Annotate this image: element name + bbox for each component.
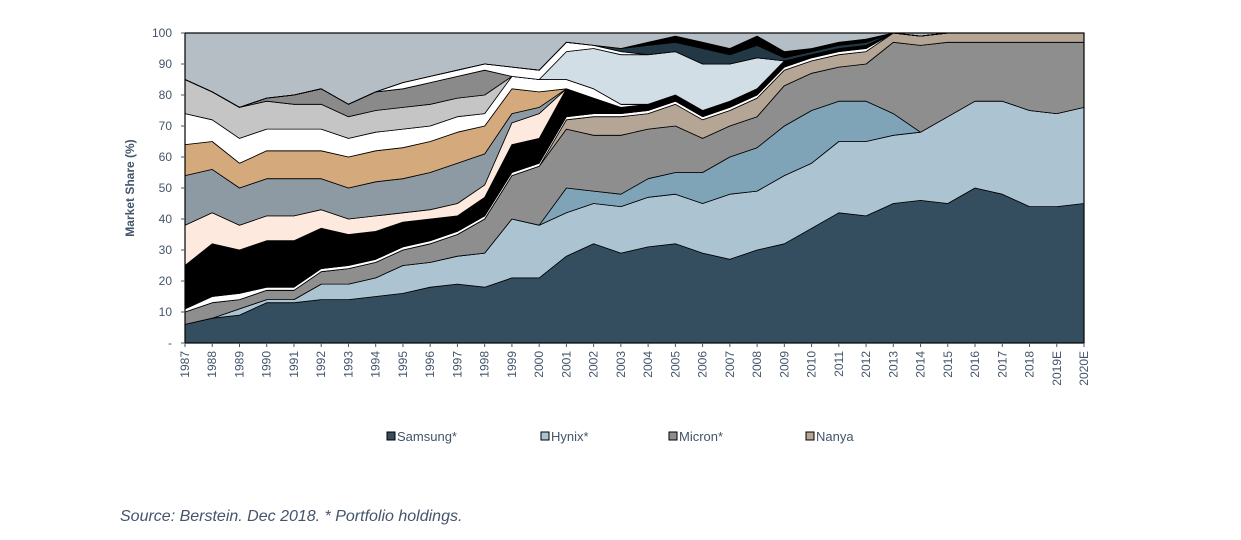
x-tick-label: 2019E: [1050, 351, 1064, 386]
x-tick-label: 1996: [423, 351, 437, 378]
x-tick-label: 2002: [587, 351, 601, 378]
source-note: Source: Berstein. Dec 2018. * Portfolio …: [120, 508, 463, 525]
y-tick-label: 10: [159, 305, 173, 319]
x-tick-label: 1998: [478, 351, 492, 378]
x-tick-label: 2006: [696, 351, 710, 378]
y-tick-label: 70: [159, 119, 173, 133]
x-tick-label: 1994: [369, 351, 383, 378]
x-tick-label: 1990: [260, 351, 274, 378]
legend-item: Nanya: [805, 429, 854, 444]
x-tick-label: 2018: [1023, 351, 1037, 378]
x-tick-label: 2010: [805, 351, 819, 378]
x-tick-label: 2001: [559, 351, 573, 378]
x-tick-label: 2011: [832, 351, 846, 377]
x-tick-label: 2012: [859, 351, 873, 378]
x-tick-label: 2020E: [1077, 351, 1091, 386]
legend-item: Samsung*: [386, 429, 457, 444]
x-tick-label: 1987: [178, 351, 192, 378]
y-tick-label: 40: [159, 212, 173, 226]
legend-swatch: [805, 431, 815, 441]
legend-label: Hynix*: [551, 429, 589, 444]
legend-item: Micron*: [668, 429, 723, 444]
x-tick-label: 2008: [750, 351, 764, 378]
x-tick-label: 2014: [914, 351, 928, 378]
x-tick-label: 2005: [668, 351, 682, 378]
x-tick-label: 1999: [505, 351, 519, 378]
x-tick-label: 1993: [341, 351, 355, 378]
x-tick-label: 2013: [886, 351, 900, 378]
x-tick-label: 1988: [205, 351, 219, 378]
x-tick-label: 2009: [777, 351, 791, 378]
y-axis-label: Market Share (%): [123, 139, 137, 236]
legend-label: Nanya: [816, 429, 854, 444]
x-tick-label: 2015: [941, 351, 955, 378]
y-tick-label: 20: [159, 274, 173, 288]
legend-swatch: [386, 431, 396, 441]
x-tick-label: 1992: [314, 351, 328, 378]
market-share-chart: 1987 1988 1989 1990 1991 1992 1993 1994 1995 1996…: [123, 26, 1091, 444]
y-tick-label: 60: [159, 150, 173, 164]
x-tick-label: 2016: [968, 351, 982, 378]
x-tick-label: 2000: [532, 351, 546, 378]
x-tick-label: 2007: [723, 351, 737, 378]
plot-area: [184, 32, 1085, 344]
y-axis: - 10 20 30 40 50 60 70 80 90 100: [152, 26, 185, 350]
x-tick-label: 2017: [995, 351, 1009, 378]
legend-label: Samsung*: [397, 429, 457, 444]
y-tick-label: 90: [159, 57, 173, 71]
y-tick-label: -: [168, 336, 172, 350]
legend-item: Hynix*: [540, 429, 589, 444]
legend-label: Micron*: [679, 429, 723, 444]
x-tick-label: 1997: [450, 351, 464, 378]
x-tick-label: 2004: [641, 351, 655, 378]
x-tick-label: 1995: [396, 351, 410, 378]
x-axis: 1987 1988 1989 1990 1991 1992 1993 1994 1995 1996…: [178, 343, 1091, 386]
y-tick-label: 100: [152, 26, 172, 40]
x-tick-label: 1991: [287, 351, 301, 378]
legend: Samsung* Hynix* Micron* Nanya: [386, 429, 854, 444]
y-tick-label: 50: [159, 181, 173, 195]
legend-swatch: [668, 431, 678, 441]
y-tick-label: 30: [159, 243, 173, 257]
x-tick-label: 1989: [232, 351, 246, 378]
y-tick-label: 80: [159, 88, 173, 102]
x-tick-label: 2003: [614, 351, 628, 378]
legend-swatch: [540, 431, 550, 441]
